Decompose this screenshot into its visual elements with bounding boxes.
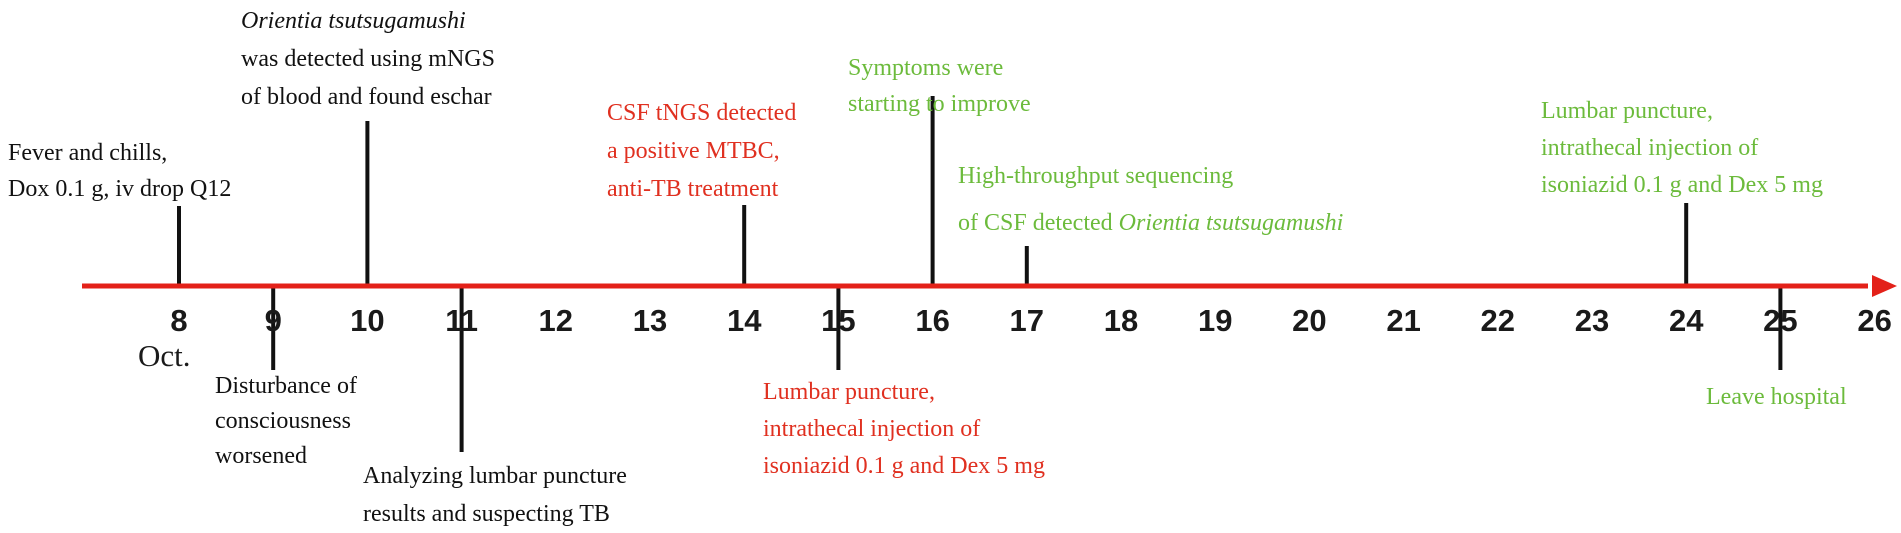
event-label-text: of CSF detected: [958, 210, 1119, 236]
day-label-22: 22: [1481, 303, 1515, 338]
day-label-14: 14: [727, 303, 762, 338]
event-label-day-9: Disturbance of consciousness worsened: [215, 373, 357, 469]
day-labels: 8 9 10 11 12 13 14 15 16 17 18 19 20 21 22 23 24 25 26: [170, 303, 1891, 338]
event-label-text: CSF tNGS detected: [607, 100, 796, 126]
day-label-12: 12: [539, 303, 573, 338]
day-label-20: 20: [1292, 303, 1326, 338]
event-label-text: Fever and chills,: [8, 140, 167, 166]
event-label-day-8: Fever and chills, Dox 0.1 g, iv drop Q12: [8, 140, 231, 202]
event-label-line: of CSF detected Orientia tsutsugamushi: [958, 210, 1343, 236]
event-label-text: of blood and found eschar: [241, 84, 492, 110]
event-label-text: consciousness: [215, 408, 351, 434]
axis-arrowhead: [1872, 275, 1897, 297]
event-label-text: Lumbar puncture,: [1541, 98, 1713, 124]
event-label-line: was detected using mNGS: [241, 46, 495, 72]
event-label-text: Disturbance of: [215, 373, 357, 399]
event-label-text: anti-TB treatment: [607, 176, 779, 202]
event-label-line: isoniazid 0.1 g and Dex 5 mg: [1541, 172, 1823, 198]
event-label-line: a positive MTBC,: [607, 138, 780, 164]
event-label-day-15: Lumbar puncture, intrathecal injection of…: [763, 379, 1045, 479]
event-label-line: Dox 0.1 g, iv drop Q12: [8, 176, 231, 202]
event-label-line: Disturbance of: [215, 373, 357, 399]
event-label-day-14: CSF tNGS detected a positive MTBC, anti-TB…: [607, 100, 796, 202]
event-label-line: isoniazid 0.1 g and Dex 5 mg: [763, 453, 1045, 479]
event-label-day-25: Leave hospital: [1706, 384, 1847, 410]
day-label-15: 15: [821, 303, 855, 338]
event-label-text: High-throughput sequencing: [958, 163, 1233, 189]
event-label-line: starting to improve: [848, 91, 1031, 117]
day-label-21: 21: [1386, 303, 1420, 338]
day-label-10: 10: [350, 303, 384, 338]
event-label-text: a positive MTBC,: [607, 138, 780, 164]
event-label-line: Leave hospital: [1706, 384, 1847, 410]
event-label-text: Leave hospital: [1706, 384, 1847, 410]
day-label-16: 16: [915, 303, 949, 338]
event-label-day-16: Symptoms were starting to improve: [848, 55, 1031, 117]
event-label-text: Symptoms were: [848, 55, 1003, 81]
day-label-18: 18: [1104, 303, 1138, 338]
event-label-line: Analyzing lumbar puncture: [363, 463, 627, 489]
day-label-17: 17: [1010, 303, 1044, 338]
event-label-text: isoniazid 0.1 g and Dex 5 mg: [1541, 172, 1823, 198]
event-label-line: intrathecal injection of: [763, 416, 980, 442]
event-label-text: results and suspecting TB: [363, 501, 610, 527]
event-label-line: consciousness: [215, 408, 351, 434]
day-label-26: 26: [1857, 303, 1891, 338]
event-label-text: starting to improve: [848, 91, 1031, 117]
event-labels: Fever and chills, Dox 0.1 g, iv drop Q12 D…: [8, 8, 1847, 527]
event-label-day-11: Analyzing lumbar puncture results and sus…: [363, 463, 627, 527]
day-label-13: 13: [633, 303, 667, 338]
event-label-text: worsened: [215, 443, 307, 469]
event-label-line: Symptoms were: [848, 55, 1003, 81]
event-label-text: Lumbar puncture,: [763, 379, 935, 405]
day-label-19: 19: [1198, 303, 1232, 338]
event-label-line: anti-TB treatment: [607, 176, 779, 202]
event-label-text: Orientia tsutsugamushi: [241, 8, 466, 34]
day-label-25: 25: [1763, 303, 1797, 338]
day-label-9: 9: [265, 303, 282, 338]
event-label-text: intrathecal injection of: [763, 416, 980, 442]
timeline-axis: [82, 275, 1897, 297]
day-label-23: 23: [1575, 303, 1609, 338]
event-label-line: Lumbar puncture,: [1541, 98, 1713, 124]
event-label-line: Lumbar puncture,: [763, 379, 935, 405]
event-label-text: Dox 0.1 g, iv drop Q12: [8, 176, 231, 202]
event-label-text: intrathecal injection of: [1541, 135, 1758, 161]
event-label-text: isoniazid 0.1 g and Dex 5 mg: [763, 453, 1045, 479]
event-label-day-24: Lumbar puncture, intrathecal injection of…: [1541, 98, 1823, 198]
event-label-day-17: High-throughput sequencing of CSF detecte…: [958, 163, 1343, 236]
day-label-24: 24: [1669, 303, 1704, 338]
event-label-line: results and suspecting TB: [363, 501, 610, 527]
day-label-8: 8: [170, 303, 187, 338]
event-label-line: High-throughput sequencing: [958, 163, 1233, 189]
event-label-day-10: Orientia tsutsugamushi was detected using…: [241, 8, 495, 110]
event-label-text: Analyzing lumbar puncture: [363, 463, 627, 489]
event-label-line: Fever and chills,: [8, 140, 167, 166]
event-ticks: [177, 96, 1783, 452]
event-label-line: of blood and found eschar: [241, 84, 492, 110]
event-label-line: CSF tNGS detected: [607, 100, 796, 126]
month-label: Oct.: [138, 338, 191, 373]
event-label-line: intrathecal injection of: [1541, 135, 1758, 161]
event-label-text: was detected using mNGS: [241, 46, 495, 72]
event-label-line: Orientia tsutsugamushi: [241, 8, 466, 34]
event-label-line: worsened: [215, 443, 307, 469]
event-label-text: Orientia tsutsugamushi: [1119, 210, 1344, 236]
day-label-11: 11: [445, 303, 478, 338]
